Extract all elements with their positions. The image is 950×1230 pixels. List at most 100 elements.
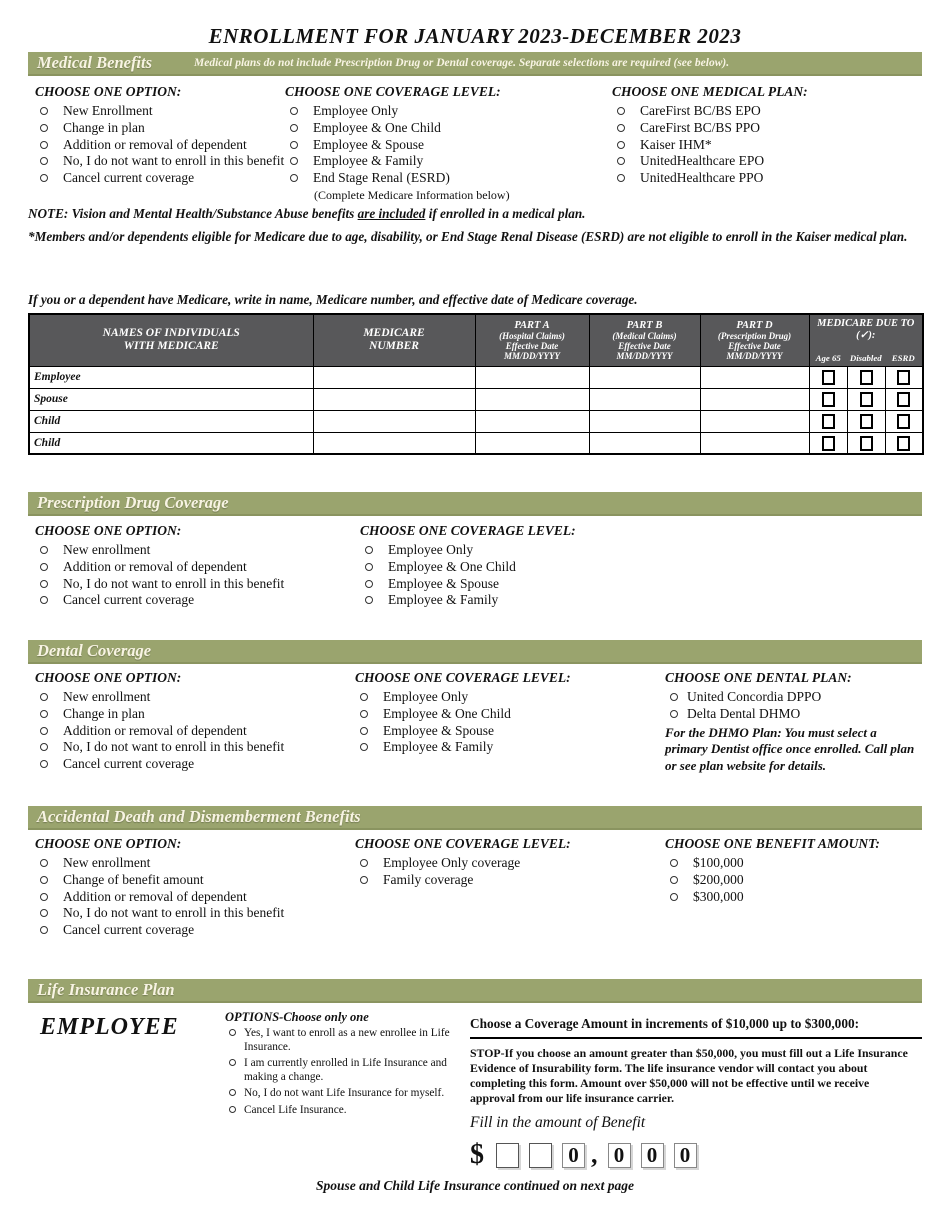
medicare-number-cell[interactable] <box>312 409 476 433</box>
age65-checkbox[interactable] <box>821 369 835 385</box>
radio-button-icon[interactable] <box>360 743 368 752</box>
note-underlined: are included <box>357 206 426 221</box>
note-prefix: NOTE: Vision and Mental Health/Substance… <box>28 206 358 221</box>
part-d-date-cell[interactable] <box>699 431 810 455</box>
age65-checkbox[interactable] <box>821 435 835 451</box>
dental-section-header: Dental Coverage <box>28 640 922 664</box>
radio-button-icon[interactable] <box>229 1029 236 1036</box>
radio-button-icon[interactable] <box>40 909 48 918</box>
radio-button-icon[interactable] <box>290 123 298 132</box>
medicare-number-cell[interactable] <box>312 365 476 389</box>
radio-button-icon[interactable] <box>360 693 368 701</box>
part-b-date-cell[interactable] <box>588 431 701 455</box>
radio-button-icon[interactable] <box>40 562 48 571</box>
radio-button-icon[interactable] <box>617 157 625 166</box>
radio-option: No, I do not want to enroll in this bene… <box>35 153 287 170</box>
disabled-checkbox[interactable] <box>859 413 873 429</box>
part-b-date-cell[interactable] <box>588 387 701 411</box>
esrd-checkbox[interactable] <box>897 369 911 385</box>
medical-option-list: New Enrollment Change in plan Addition o… <box>35 103 287 187</box>
radio-button-icon[interactable] <box>360 726 368 735</box>
amount-comma: , <box>591 1140 598 1169</box>
radio-button-icon[interactable] <box>40 546 48 554</box>
disabled-checkbox[interactable] <box>859 369 873 385</box>
radio-button-icon[interactable] <box>40 743 48 752</box>
radio-button-icon[interactable] <box>365 546 373 554</box>
radio-button-icon[interactable] <box>40 157 48 166</box>
amount-box-2[interactable] <box>529 1142 552 1168</box>
radio-button-icon[interactable] <box>229 1089 236 1096</box>
radio-button-icon[interactable] <box>617 123 625 132</box>
radio-button-icon[interactable] <box>40 892 48 901</box>
part-d-date-cell[interactable] <box>699 365 810 389</box>
radio-option-label: Employee & One Child <box>313 119 441 135</box>
amount-box-1[interactable] <box>496 1142 519 1168</box>
part-d-date-cell[interactable] <box>699 387 810 411</box>
radio-button-icon[interactable] <box>40 926 48 935</box>
age65-checkbox[interactable] <box>821 391 835 407</box>
radio-button-icon[interactable] <box>670 875 678 884</box>
radio-button-icon[interactable] <box>40 875 48 884</box>
radio-option: Family coverage <box>355 872 655 889</box>
radio-button-icon[interactable] <box>290 140 298 149</box>
due-to-esrd-label: ESRD <box>891 353 915 364</box>
disabled-checkbox[interactable] <box>859 391 873 407</box>
radio-button-icon[interactable] <box>40 693 48 701</box>
part-d-date-cell[interactable] <box>699 409 810 433</box>
part-a-date-cell[interactable] <box>474 365 590 389</box>
radio-option-label: $200,000 <box>693 871 744 887</box>
radio-button-icon[interactable] <box>365 579 373 588</box>
radio-button-icon[interactable] <box>40 174 48 183</box>
esrd-checkbox[interactable] <box>897 435 911 451</box>
radio-button-icon[interactable] <box>670 709 678 718</box>
medical-section-header: Medical Benefits Medical plans do not in… <box>28 52 922 76</box>
radio-button-icon[interactable] <box>40 596 48 605</box>
part-b-date-cell[interactable] <box>588 365 701 389</box>
radio-button-icon[interactable] <box>40 107 48 115</box>
medicare-number-cell[interactable] <box>312 387 476 411</box>
part-a-date-cell[interactable] <box>474 431 590 455</box>
radio-button-icon[interactable] <box>229 1105 236 1113</box>
radio-button-icon[interactable] <box>40 579 48 588</box>
radio-button-icon[interactable] <box>670 693 678 701</box>
radio-option-label: No, I do not want to enroll in this bene… <box>63 575 285 591</box>
radio-option: CareFirst BC/BS EPO <box>612 103 920 120</box>
part-a-date-cell[interactable] <box>474 387 590 411</box>
radio-button-icon[interactable] <box>290 174 298 183</box>
radio-button-icon[interactable] <box>670 859 678 867</box>
medical-coverage-list: Employee Only Employee & One Child Emplo… <box>285 103 607 187</box>
esrd-checkbox[interactable] <box>897 391 911 407</box>
radio-option: Employee & One Child <box>285 120 607 137</box>
radio-button-icon[interactable] <box>40 140 48 149</box>
medical-option-column: CHOOSE ONE OPTION: New Enrollment Change… <box>35 84 287 187</box>
radio-button-icon[interactable] <box>360 709 368 718</box>
radio-button-icon[interactable] <box>40 859 48 867</box>
radio-button-icon[interactable] <box>360 859 368 867</box>
part-b-date-cell[interactable] <box>588 409 701 433</box>
radio-option-label: Cancel current coverage <box>63 756 195 772</box>
disabled-checkbox[interactable] <box>859 435 873 451</box>
add-coverage-list: Employee Only coverage Family coverage <box>355 855 655 889</box>
esrd-checkbox[interactable] <box>897 413 911 429</box>
radio-button-icon[interactable] <box>40 709 48 718</box>
radio-button-icon[interactable] <box>40 123 48 132</box>
medicare-number-cell[interactable] <box>312 431 476 455</box>
age65-checkbox[interactable] <box>821 413 835 429</box>
radio-button-icon[interactable] <box>40 760 48 769</box>
radio-button-icon[interactable] <box>617 107 625 115</box>
radio-button-icon[interactable] <box>229 1059 236 1066</box>
radio-button-icon[interactable] <box>617 174 625 183</box>
radio-button-icon[interactable] <box>290 157 298 166</box>
part-a-date-cell[interactable] <box>474 409 590 433</box>
radio-button-icon[interactable] <box>617 140 625 149</box>
radio-button-icon[interactable] <box>290 107 298 115</box>
medicare-table: NAMES OF INDIVIDUALS WITH MEDICARE MEDIC… <box>28 313 925 455</box>
note-suffix: if enrolled in a medical plan. <box>425 206 586 221</box>
radio-button-icon[interactable] <box>670 892 678 901</box>
radio-button-icon[interactable] <box>360 875 368 884</box>
radio-option-label: Change in plan <box>63 705 145 721</box>
radio-button-icon[interactable] <box>365 596 373 605</box>
radio-button-icon[interactable] <box>365 562 373 571</box>
radio-option: Employee & Spouse <box>355 723 655 740</box>
radio-button-icon[interactable] <box>40 726 48 735</box>
